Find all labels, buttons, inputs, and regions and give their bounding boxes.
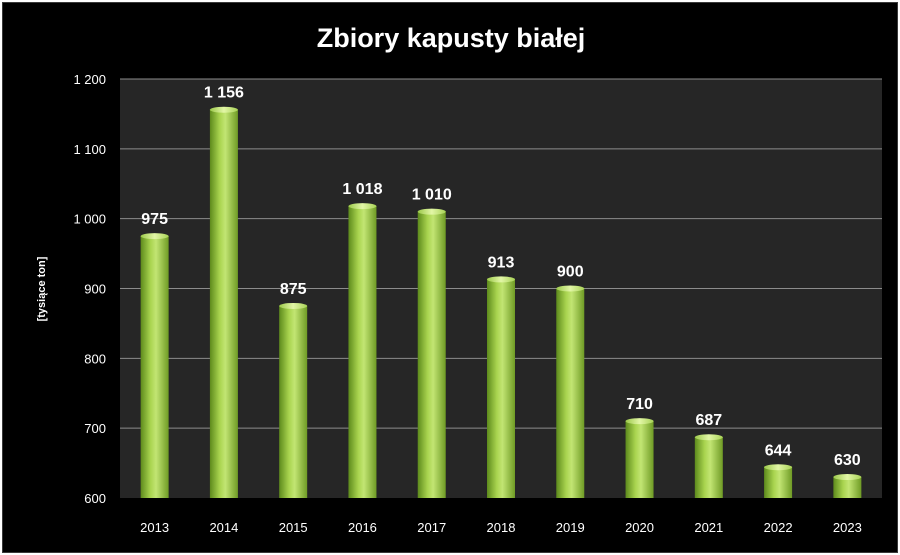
data-labels: 975 1 156 875 1 018 1 010 913 900 710 687 644 630 xyxy=(141,85,861,469)
bar-cap xyxy=(694,434,723,441)
bar-body xyxy=(625,421,654,498)
bar-2023 xyxy=(833,474,862,498)
bar-chart: Zbiory kapusty białej 600 700 800 900 1 000 1… xyxy=(36,23,882,535)
x-tick-label: 2014 xyxy=(209,520,238,535)
bar-body xyxy=(487,279,515,498)
bar-body xyxy=(833,477,862,498)
bar-body xyxy=(209,109,238,498)
y-axis-ticks: 600 700 800 900 1 000 1 100 1 200 xyxy=(73,72,106,506)
bar-cap xyxy=(764,464,793,471)
y-tick-label: 700 xyxy=(84,421,106,436)
data-label-2022: 644 xyxy=(765,442,792,459)
bars xyxy=(140,106,862,498)
x-tick-label: 2018 xyxy=(487,520,516,535)
data-label-2018: 913 xyxy=(488,254,515,271)
bar-body xyxy=(764,467,793,498)
x-tick-label: 2016 xyxy=(348,520,377,535)
y-tick-label: 1 100 xyxy=(73,142,106,157)
bar-2019 xyxy=(556,285,585,498)
y-tick-label: 1 000 xyxy=(73,212,106,227)
bar-cap xyxy=(140,233,169,240)
data-label-2016: 1 018 xyxy=(342,181,382,198)
bar-body xyxy=(279,305,308,498)
y-tick-label: 1 200 xyxy=(73,72,106,87)
x-axis-ticks: 2013 2014 2015 2016 2017 2018 2019 2020 2021 2022… xyxy=(140,520,862,535)
x-tick-label: 2020 xyxy=(625,520,654,535)
y-tick-label: 800 xyxy=(84,351,106,366)
bar-cap xyxy=(487,276,515,283)
data-label-2020: 710 xyxy=(626,396,653,413)
bar-body xyxy=(348,206,377,498)
y-tick-label: 900 xyxy=(84,282,106,297)
bar-2018 xyxy=(487,276,515,498)
bar-2015 xyxy=(279,302,308,498)
data-label-2023: 630 xyxy=(834,452,861,469)
bar-cap xyxy=(556,285,585,292)
bar-2020 xyxy=(625,418,654,498)
bar-2016 xyxy=(348,203,377,498)
bar-cap xyxy=(209,106,238,113)
bar-cap xyxy=(417,208,446,215)
data-label-2021: 687 xyxy=(695,412,722,429)
x-tick-label: 2015 xyxy=(279,520,308,535)
data-label-2015: 875 xyxy=(280,281,307,298)
x-tick-label: 2013 xyxy=(140,520,169,535)
bar-cap xyxy=(625,418,654,425)
x-tick-label: 2023 xyxy=(833,520,862,535)
y-tick-label: 600 xyxy=(84,491,106,506)
bar-body xyxy=(556,288,585,498)
bar-2021 xyxy=(694,434,723,498)
chart-title: Zbiory kapusty białej xyxy=(317,23,586,53)
bar-2013 xyxy=(140,233,169,498)
bar-body xyxy=(140,236,169,498)
y-axis-label: [tysiące ton] xyxy=(36,256,48,321)
x-tick-label: 2022 xyxy=(764,520,793,535)
bar-body xyxy=(694,437,723,498)
data-label-2017: 1 010 xyxy=(412,187,452,204)
bar-cap xyxy=(833,474,862,481)
bar-cap xyxy=(279,302,308,309)
data-label-2013: 975 xyxy=(141,211,168,228)
bar-2014 xyxy=(209,106,238,498)
x-tick-label: 2017 xyxy=(417,520,446,535)
bar-2022 xyxy=(764,464,793,498)
x-tick-label: 2021 xyxy=(694,520,723,535)
bar-cap xyxy=(348,203,377,210)
bar-2017 xyxy=(417,208,446,498)
data-label-2014: 1 156 xyxy=(204,85,244,102)
bar-body xyxy=(417,211,446,498)
x-tick-label: 2019 xyxy=(556,520,585,535)
data-label-2019: 900 xyxy=(557,264,584,281)
